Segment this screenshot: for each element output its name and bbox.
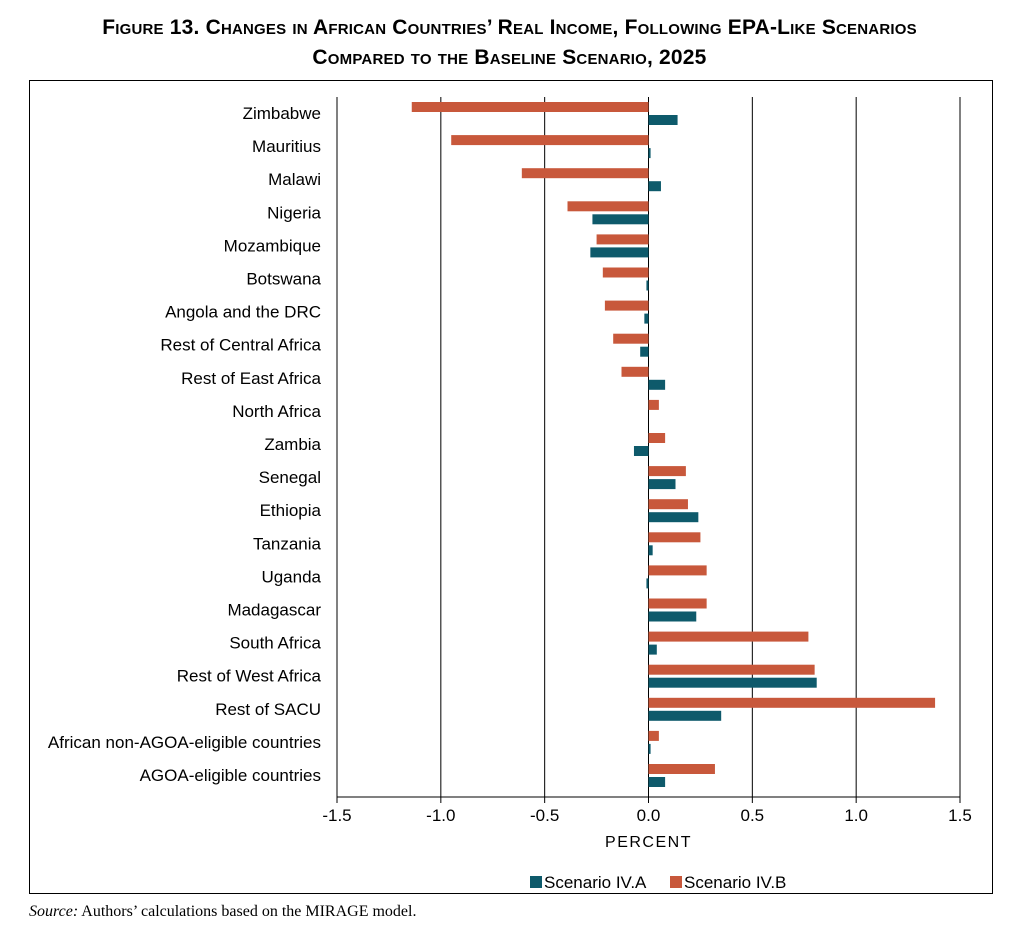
x-tick-label: 0.0 (637, 806, 661, 825)
bar-scenario-iva (592, 214, 649, 225)
bar-scenario-ivb (648, 697, 936, 708)
figure-title-line1: Figure 13. Changes in African Countries’… (102, 16, 917, 39)
bar-scenario-iva (646, 280, 649, 291)
bar-scenario-ivb (411, 102, 649, 112)
bar-scenario-ivb (648, 598, 707, 609)
bar-scenario-iva (648, 777, 666, 787)
bar-scenario-iva (648, 115, 678, 125)
category-label: Mozambique (224, 236, 321, 255)
category-label: Tanzania (253, 534, 322, 553)
bar-scenario-iva (648, 379, 666, 390)
x-tick-label: -0.5 (530, 806, 559, 825)
category-label: North Africa (232, 402, 321, 421)
source-label: Source: (29, 903, 79, 920)
bar-scenario-ivb (648, 664, 815, 675)
category-label: Ethiopia (260, 501, 322, 520)
category-label: Botswana (246, 270, 321, 289)
bar-scenario-ivb (602, 267, 649, 278)
x-tick-label: -1.0 (426, 806, 455, 825)
category-label: Mauritius (252, 137, 321, 156)
category-label: Rest of SACU (215, 700, 321, 719)
bar-scenario-iva (648, 512, 699, 523)
bar-scenario-iva (648, 710, 722, 721)
bar-scenario-iva (633, 446, 649, 456)
bar-scenario-ivb (596, 234, 649, 245)
category-label: Zimbabwe (243, 104, 321, 123)
category-label: Rest of West Africa (177, 667, 322, 686)
bar-scenario-ivb (451, 135, 649, 146)
bar-scenario-iva (590, 247, 649, 258)
category-label: AGOA-eligible countries (140, 766, 321, 785)
bar-scenario-iva (648, 181, 661, 192)
legend-scenario-ivb-swatch (670, 876, 682, 888)
x-tick-label: 1.0 (844, 806, 868, 825)
bar-scenario-ivb (648, 631, 809, 642)
bar-scenario-ivb (521, 168, 649, 179)
bar-scenario-ivb (648, 730, 659, 741)
bar-scenario-ivb (648, 433, 666, 443)
category-label: Madagascar (227, 601, 321, 620)
category-label: African non-AGOA-eligible countries (48, 733, 321, 752)
category-label: South Africa (229, 634, 321, 653)
category-label: Nigeria (267, 203, 321, 222)
source-text: Authors’ calculations based on the MIRAG… (78, 903, 417, 920)
bar-scenario-iva (648, 611, 697, 622)
bar-scenario-iva (648, 545, 653, 556)
x-tick-label: -1.5 (322, 806, 351, 825)
category-label: Rest of Central Africa (160, 336, 321, 355)
bar-scenario-ivb (648, 565, 707, 576)
bar-scenario-ivb (567, 201, 649, 212)
bar-scenario-ivb (648, 466, 686, 477)
bar-scenario-ivb (604, 300, 649, 311)
bar-scenario-ivb (648, 764, 715, 774)
bar-scenario-iva (644, 313, 649, 324)
x-axis-label: PERCENT (605, 834, 692, 851)
category-label: Senegal (259, 468, 321, 487)
x-tick-label: 0.5 (741, 806, 765, 825)
source-note: Source: Authors’ calculations based on t… (29, 903, 416, 921)
chart-frame (29, 80, 993, 894)
bar-scenario-iva (640, 346, 649, 357)
legend-scenario-iva-label: Scenario IV.A (544, 873, 647, 892)
bar-scenario-iva (648, 479, 676, 490)
bar-scenario-iva (648, 148, 651, 159)
bar-scenario-ivb (621, 366, 649, 377)
legend-scenario-ivb-label: Scenario IV.B (684, 873, 786, 892)
bar-scenario-ivb (648, 532, 701, 543)
bar-scenario-iva (646, 578, 649, 589)
bar-scenario-ivb (648, 399, 659, 410)
category-label: Angola and the DRC (165, 303, 321, 322)
bar-scenario-iva (648, 677, 817, 688)
bar-scenario-iva (648, 743, 651, 754)
category-label: Malawi (268, 170, 321, 189)
category-label: Rest of East Africa (181, 369, 321, 388)
category-label: Uganda (261, 567, 321, 586)
legend-scenario-iva-swatch (530, 876, 542, 888)
category-label: Zambia (264, 435, 321, 454)
bar-scenario-ivb (648, 499, 688, 510)
bar-scenario-iva (648, 644, 657, 655)
figure-title-line2: Compared to the Baseline Scenario, 2025 (312, 46, 707, 69)
x-tick-label: 1.5 (948, 806, 972, 825)
bar-scenario-ivb (613, 333, 649, 344)
